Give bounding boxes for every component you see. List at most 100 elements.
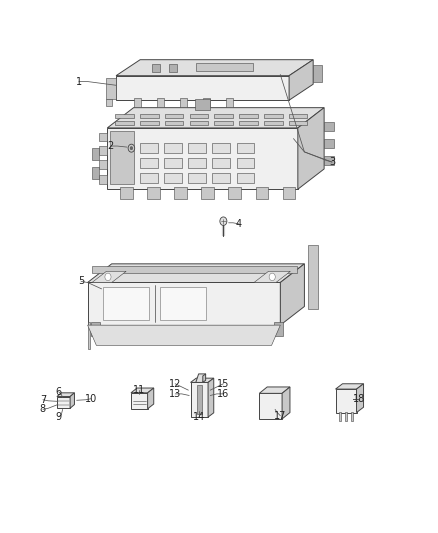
Polygon shape [148,187,160,199]
Polygon shape [92,266,297,273]
Polygon shape [88,325,280,345]
Polygon shape [140,114,159,118]
Polygon shape [190,114,208,118]
Polygon shape [92,167,99,179]
Polygon shape [289,114,307,118]
Polygon shape [215,114,233,118]
Polygon shape [283,187,295,199]
Polygon shape [195,99,210,110]
Polygon shape [99,133,107,141]
Polygon shape [57,397,70,408]
Polygon shape [201,187,214,199]
Polygon shape [203,374,206,383]
Polygon shape [165,120,184,125]
Text: 9: 9 [56,412,62,422]
Polygon shape [212,143,230,153]
Polygon shape [92,148,99,160]
Polygon shape [148,388,154,409]
Polygon shape [164,143,182,153]
Circle shape [220,217,227,225]
Polygon shape [92,271,126,282]
Polygon shape [215,120,233,125]
Text: 16: 16 [217,389,230,399]
Text: 14: 14 [193,412,205,422]
Polygon shape [324,139,334,148]
Polygon shape [208,378,214,417]
Text: 5: 5 [78,277,84,286]
Polygon shape [274,322,283,336]
Polygon shape [140,143,158,153]
Text: 13: 13 [169,389,181,399]
Polygon shape [336,389,357,413]
Polygon shape [237,158,254,168]
Polygon shape [239,120,258,125]
Polygon shape [308,245,318,309]
Text: 8: 8 [40,405,46,414]
Polygon shape [196,63,253,71]
Polygon shape [259,393,282,419]
Polygon shape [99,175,107,184]
Text: 18: 18 [353,394,365,404]
Polygon shape [289,60,313,100]
Polygon shape [70,393,74,408]
Text: 15: 15 [217,379,230,389]
Polygon shape [336,384,364,389]
Polygon shape [134,98,141,107]
Polygon shape [255,187,268,199]
Polygon shape [180,98,187,107]
Polygon shape [280,264,304,325]
Polygon shape [229,187,241,199]
Polygon shape [324,156,334,165]
Polygon shape [140,173,158,183]
Polygon shape [106,78,116,99]
Polygon shape [313,65,322,82]
Circle shape [130,147,133,150]
Polygon shape [103,287,149,320]
Bar [339,412,341,421]
Polygon shape [197,385,202,414]
Polygon shape [106,99,112,106]
Bar [345,412,347,421]
Polygon shape [188,143,206,153]
Polygon shape [259,387,290,393]
Polygon shape [164,158,182,168]
Text: 1: 1 [76,77,82,86]
Polygon shape [88,322,90,349]
Text: 6: 6 [56,387,62,397]
Polygon shape [191,378,214,383]
Polygon shape [298,108,324,189]
Polygon shape [188,158,206,168]
Polygon shape [152,64,159,72]
Polygon shape [156,98,164,107]
Circle shape [128,144,135,152]
Polygon shape [191,383,208,417]
Text: 11: 11 [133,385,145,395]
Polygon shape [264,114,283,118]
Polygon shape [160,287,206,320]
Polygon shape [57,393,74,397]
Polygon shape [254,271,290,282]
Bar [351,412,353,421]
Polygon shape [196,374,206,383]
Polygon shape [212,158,230,168]
Polygon shape [237,143,254,153]
Polygon shape [140,120,159,125]
Polygon shape [99,160,107,169]
Polygon shape [110,131,134,184]
Polygon shape [357,384,364,413]
Polygon shape [174,187,187,199]
Text: 2: 2 [108,141,114,151]
Polygon shape [131,393,148,409]
Text: 4: 4 [236,219,242,229]
Polygon shape [237,173,254,183]
Text: 10: 10 [85,394,97,403]
Polygon shape [91,322,100,336]
Text: 12: 12 [169,379,181,389]
Polygon shape [212,173,230,183]
Polygon shape [115,120,134,125]
Polygon shape [289,120,307,125]
Polygon shape [169,64,177,72]
Circle shape [269,273,275,280]
Polygon shape [140,158,158,168]
Polygon shape [131,388,154,393]
